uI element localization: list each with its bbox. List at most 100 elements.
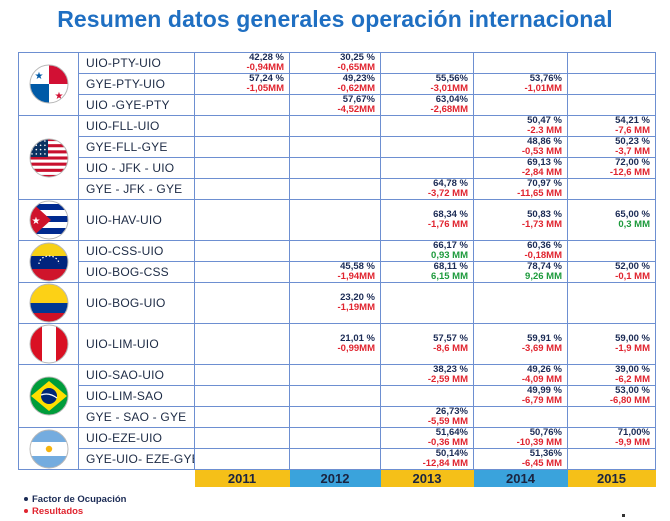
peru-flag-icon bbox=[18, 323, 79, 365]
value-cell: 52,00 % -0,1 MM bbox=[567, 261, 656, 283]
value-cell: 45,58 % -1,94MM bbox=[289, 261, 381, 283]
factor-ocupacion-value: 57,67% bbox=[342, 94, 375, 105]
value-cell bbox=[567, 73, 656, 95]
value-cell bbox=[194, 448, 290, 470]
factor-ocupacion-value: 48,86 % bbox=[527, 136, 562, 147]
value-cell bbox=[380, 385, 474, 407]
resultado-value: 6,15 MM bbox=[431, 271, 468, 282]
route-name: GYE - JFK - GYE bbox=[78, 178, 195, 200]
value-cell: 59,91 % -3,69 MM bbox=[473, 323, 568, 365]
svg-text:★: ★ bbox=[54, 91, 63, 102]
resultado-value: -2,68MM bbox=[430, 104, 468, 115]
value-cell bbox=[289, 157, 381, 179]
usa-flag-icon bbox=[18, 115, 79, 200]
value-cell bbox=[567, 448, 656, 470]
year-label: 2013 bbox=[412, 471, 442, 486]
resultado-value: -11,65 MM bbox=[517, 188, 562, 199]
factor-ocupacion-value: 64,78 % bbox=[433, 178, 468, 189]
value-cell bbox=[194, 199, 290, 241]
legend-dot-icon bbox=[24, 509, 28, 514]
factor-ocupacion-value: 70,97 % bbox=[527, 178, 562, 189]
value-cell bbox=[289, 364, 381, 386]
year-label: 2014 bbox=[506, 471, 535, 486]
resultado-value: -3,01MM bbox=[430, 83, 468, 94]
cuba-flag-icon: ★ bbox=[18, 199, 79, 241]
factor-ocupacion-value: 51,36% bbox=[529, 448, 562, 459]
resultado-value: -1,01MM bbox=[524, 83, 562, 94]
factor-ocupacion-value: 57,57 % bbox=[433, 333, 468, 344]
value-cell: 49,26 % -4,09 MM bbox=[473, 364, 568, 386]
resultado-value: 9,26 MM bbox=[525, 271, 562, 282]
value-cell: 50,76% -10,39 MM bbox=[473, 427, 568, 449]
factor-ocupacion-value: 59,00 % bbox=[615, 333, 650, 344]
value-cell: 50,47 % -2.3 MM bbox=[473, 115, 568, 137]
route-name: UIO-FLL-UIO bbox=[78, 115, 195, 137]
route-name: UIO-SAO-UIO bbox=[78, 364, 195, 386]
resultado-value: -1,19MM bbox=[337, 302, 375, 313]
factor-ocupacion-value: 60,36 % bbox=[527, 240, 562, 251]
factor-ocupacion-value: 71,00% bbox=[617, 427, 650, 438]
value-cell bbox=[567, 178, 656, 200]
table-row: GYE-PTY-UIO 57,24 % -1,05MM 49,23% -0,62MM 55… bbox=[19, 73, 656, 95]
value-cell bbox=[289, 115, 381, 137]
value-cell bbox=[194, 406, 290, 428]
value-cell: 51,36% -6,45 MM bbox=[473, 448, 568, 470]
resultado-value: -6,2 MM bbox=[615, 374, 650, 385]
value-cell: 21,01 % -0,99MM bbox=[289, 323, 381, 365]
value-cell bbox=[289, 448, 381, 470]
value-cell: 42,28 % -0,94MM bbox=[194, 52, 290, 74]
table-row: UIO-EZE-UIO 51,64% -0,36 MM 50,76% -10,39 MM… bbox=[18, 427, 656, 470]
table-row: UIO -GYE-PTY 57,67% -4,52MM 63,04% -2,68MM bbox=[19, 94, 656, 116]
value-cell: 49,23% -0,62MM bbox=[289, 73, 381, 95]
resultado-value: -0,53 MM bbox=[521, 146, 562, 157]
table-row: UIO-SAO-UIO 38,23 % -2,59 MM 49,26 % -4,09 M… bbox=[18, 364, 656, 428]
factor-ocupacion-value: 68,11 % bbox=[433, 261, 468, 272]
value-cell: 57,67% -4,52MM bbox=[289, 94, 381, 116]
route-name: GYE-UIO- EZE-GYE bbox=[78, 448, 195, 470]
value-cell: 51,64% -0,36 MM bbox=[380, 427, 474, 449]
factor-ocupacion-value: 45,58 % bbox=[340, 261, 375, 272]
legend-factor-label: Factor de Ocupación bbox=[32, 494, 127, 505]
factor-ocupacion-value: 53,00 % bbox=[615, 385, 650, 396]
svg-text:★: ★ bbox=[31, 216, 40, 227]
value-cell bbox=[194, 157, 290, 179]
factor-ocupacion-value: 49,23% bbox=[342, 73, 375, 84]
argentina-flag-icon bbox=[18, 427, 79, 470]
empty-cell bbox=[79, 470, 195, 488]
value-cell bbox=[289, 178, 381, 200]
value-cell bbox=[473, 94, 568, 116]
value-cell bbox=[380, 157, 474, 179]
factor-ocupacion-value: 30,25 % bbox=[340, 52, 375, 63]
colombia-flag-icon bbox=[18, 282, 79, 324]
resultado-value: -2,59 MM bbox=[427, 374, 468, 385]
factor-ocupacion-value: 59,91 % bbox=[527, 333, 562, 344]
value-cell: 59,00 % -1,9 MM bbox=[567, 323, 656, 365]
resultado-value: -2,84 MM bbox=[521, 167, 562, 178]
value-cell bbox=[473, 282, 568, 324]
factor-ocupacion-value: 39,00 % bbox=[615, 364, 650, 375]
year-header-row: 2011 2012 2013 2014 2015 bbox=[19, 469, 656, 488]
value-cell: 49,99 % -6,79 MM bbox=[473, 385, 568, 407]
value-cell: 60,36 % -0,18MM bbox=[473, 240, 568, 262]
factor-ocupacion-value: 50,14% bbox=[435, 448, 468, 459]
table-row: GYE - JFK - GYE 64,78 % -3,72 MM 70,97 % -11… bbox=[19, 178, 656, 200]
year-label: 2011 bbox=[227, 471, 257, 486]
value-cell bbox=[194, 385, 290, 407]
table-row: UIO-LIM-SAO 49,99 % -6,79 MM 53,00 % -6,80 M… bbox=[19, 385, 656, 407]
factor-ocupacion-value: 51,64% bbox=[435, 427, 468, 438]
resultado-value: -10,39 MM bbox=[516, 437, 562, 448]
value-cell: 54,21 % -7,6 MM bbox=[567, 115, 656, 137]
value-cell: 23,20 % -1,19MM bbox=[289, 282, 381, 324]
value-cell bbox=[289, 199, 381, 241]
resultado-value: 0,93 MM bbox=[431, 250, 468, 261]
value-cell bbox=[473, 406, 568, 428]
resultado-value: -5,59 MM bbox=[427, 416, 468, 427]
resultado-value: -6,79 MM bbox=[521, 395, 562, 406]
route-name: UIO-HAV-UIO bbox=[78, 199, 195, 241]
year-label: 2015 bbox=[597, 471, 626, 486]
value-cell bbox=[567, 52, 656, 74]
venezuela-flag-icon bbox=[18, 240, 79, 283]
value-cell bbox=[473, 52, 568, 74]
resultado-value: -0,18MM bbox=[524, 250, 562, 261]
value-cell bbox=[289, 385, 381, 407]
